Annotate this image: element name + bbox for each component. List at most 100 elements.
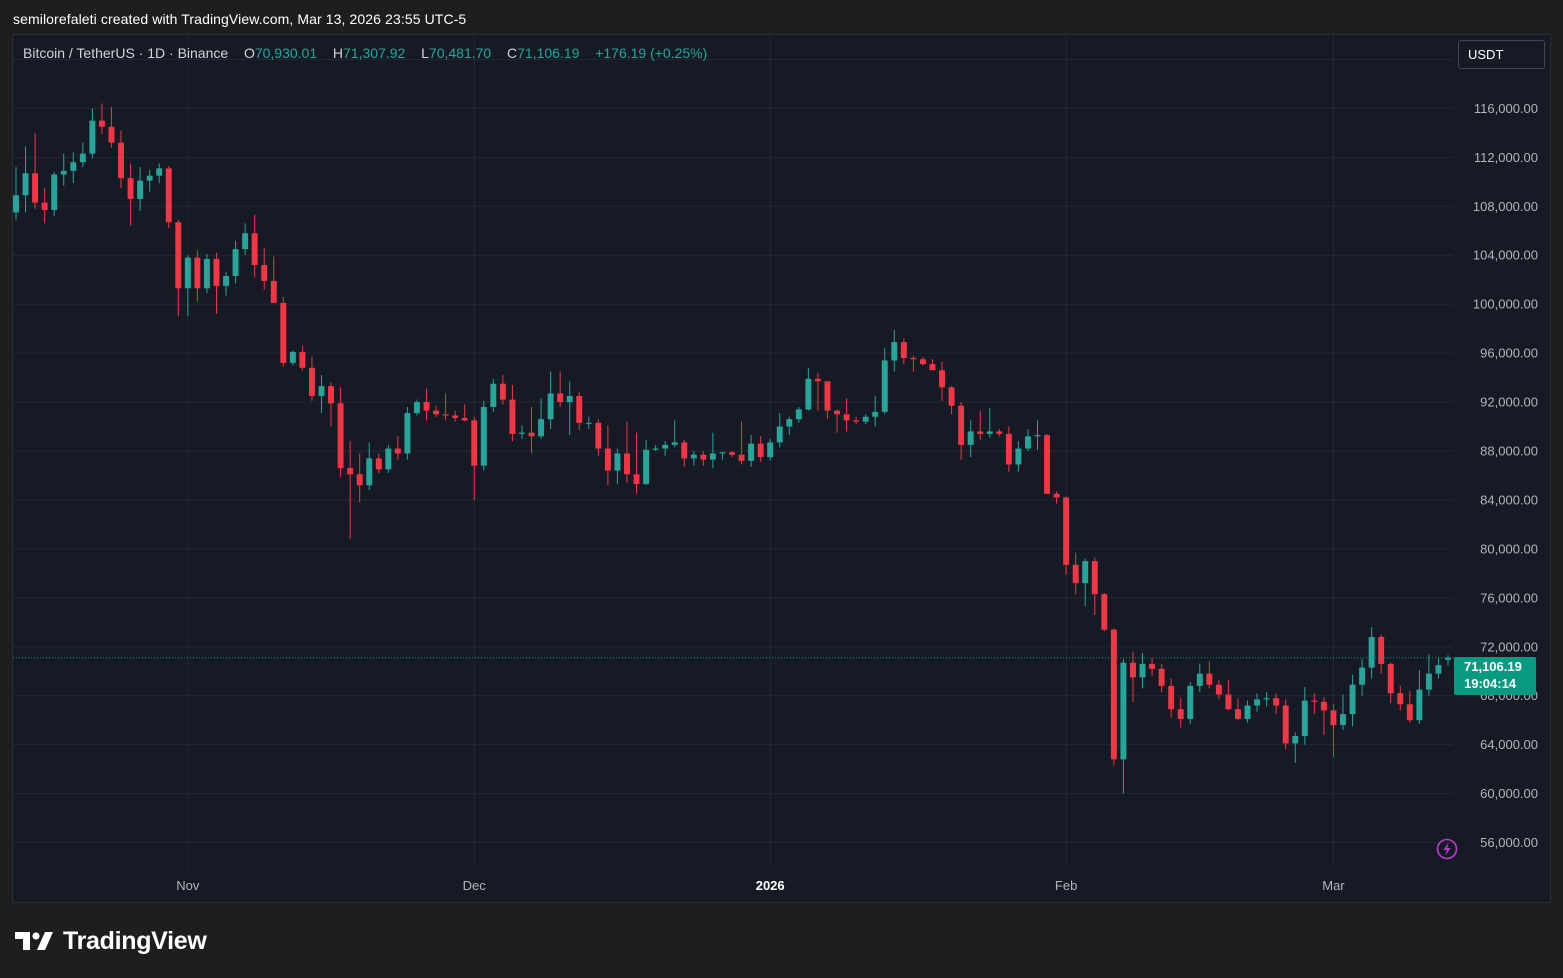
candle [480,400,487,471]
candle [1406,690,1413,723]
candle [60,153,67,186]
candle [1359,659,1366,696]
candle-body [499,383,506,400]
candle-body [1082,561,1089,584]
candle-body [1387,663,1394,694]
candle [853,416,860,425]
candle [1034,420,1041,450]
candle [643,439,650,486]
candle [929,359,936,371]
open-value: 70,930.01 [254,45,318,61]
candle [1397,685,1404,711]
candle-body [308,367,315,396]
y-tick-label: 72,000.00 [1480,639,1538,654]
candle-body [1215,684,1222,695]
candle [776,413,783,448]
candle [423,388,430,421]
candle [824,381,831,420]
candle [595,419,602,456]
low-value: 70,481.70 [428,45,492,61]
candle [1330,704,1337,757]
candle [547,371,554,429]
candle [337,387,344,477]
candle-body [624,453,630,475]
candle [576,392,583,431]
candle-body [127,178,134,199]
candle [366,442,373,491]
lightning-icon[interactable] [1436,838,1458,860]
symbol-label[interactable]: Bitcoin / TetherUS · 1D · Binance [23,45,229,61]
header-bar: semilorefaleti created with TradingView.… [0,0,1563,36]
candle [1044,433,1050,494]
brand-watermark[interactable]: TradingView [15,925,207,957]
candle [1101,592,1108,631]
candle [509,384,516,442]
candle-body [862,416,869,422]
candle [1254,693,1261,712]
candle-body [1187,685,1194,719]
candle [1435,657,1442,679]
candle-body [891,342,898,361]
candle [1149,657,1156,677]
candle [13,167,19,220]
candle-body [776,426,783,443]
candle-body [1139,663,1146,678]
candle [1263,692,1270,707]
currency-button[interactable]: USDT [1458,40,1545,69]
candle [1139,652,1146,689]
candle-body [118,142,124,179]
candle-body [795,409,802,420]
candle [79,142,86,168]
candle [1292,732,1299,763]
candle-body [156,168,163,176]
last-price-tag: 71,106.19 19:04:14 [1454,657,1536,695]
candle [585,416,592,429]
candle [32,132,39,209]
candle [385,444,392,474]
candle-body [146,175,153,181]
candle-body [652,448,659,450]
candle [394,436,401,460]
candle [41,187,48,224]
candle [967,420,974,458]
candle-body [1225,694,1232,710]
candle [1349,674,1356,727]
candle [347,441,354,540]
candle [213,252,220,314]
candle [795,406,802,423]
candle-body [805,378,812,410]
candle-body [98,120,105,127]
candle-body [814,378,821,382]
candle-body [1397,693,1404,705]
chart-panel[interactable] [12,34,1551,903]
candle-body [547,393,554,420]
candle-body [681,442,688,459]
candle [1196,663,1203,693]
candle [1235,698,1241,721]
candle-body [1015,448,1022,465]
candle-body [1406,704,1413,721]
candle-body [1340,714,1346,726]
candle-body [853,420,860,422]
candle [900,338,907,365]
candle-body [261,265,268,281]
candle-body [385,448,392,470]
x-tick-label: 2026 [756,878,785,893]
candle [414,399,420,416]
candle-body [604,448,611,471]
candle-body [1349,684,1356,715]
x-tick-label: Feb [1055,878,1077,893]
candle [1282,699,1289,750]
candle [786,416,793,436]
candle-body [442,414,449,416]
candle-body [490,383,497,407]
candle-body [1292,736,1299,744]
candle-body [557,393,564,403]
candle-body [404,413,411,454]
low-label: L [421,45,429,61]
candle [1206,661,1213,689]
candle-body [337,403,344,469]
candle-body [108,126,115,143]
candle [709,432,716,469]
